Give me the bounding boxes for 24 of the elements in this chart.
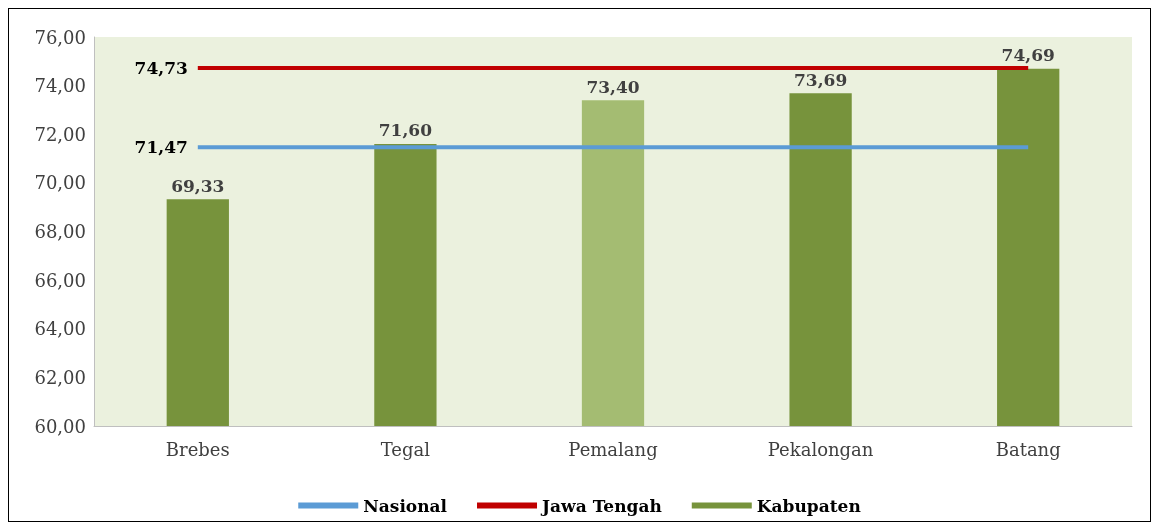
y-tick-label: 70,00	[34, 172, 86, 194]
data-label: 73,40	[586, 76, 640, 97]
y-tick-label: 76,00	[34, 26, 86, 48]
legend-label: Kabupaten	[756, 495, 861, 516]
data-label: 69,33	[171, 175, 225, 196]
x-tick-label: Pemalang	[568, 438, 658, 460]
x-tick-label: Batang	[995, 438, 1061, 460]
legend-label: Jawa Tengah	[540, 495, 662, 516]
x-tick-label: Brebes	[165, 438, 230, 460]
data-label: 74,73	[134, 57, 188, 78]
y-tick-label: 66,00	[34, 269, 86, 291]
data-label: 71,47	[134, 137, 188, 158]
y-tick-label: 74,00	[34, 75, 86, 97]
data-label: 74,69	[1001, 45, 1055, 66]
data-label: 71,60	[378, 120, 433, 141]
y-tick-label: 72,00	[34, 123, 86, 145]
data-label: 73,69	[793, 69, 848, 90]
y-tick-label: 64,00	[34, 318, 86, 340]
legend-label: Nasional	[363, 495, 448, 516]
y-tick-label: 62,00	[34, 366, 86, 388]
y-tick-label: 68,00	[34, 221, 86, 242]
y-tick-label: 60,00	[34, 415, 86, 437]
x-tick-label: Tegal	[380, 438, 431, 460]
x-tick-label: Pekalongan	[767, 438, 874, 460]
